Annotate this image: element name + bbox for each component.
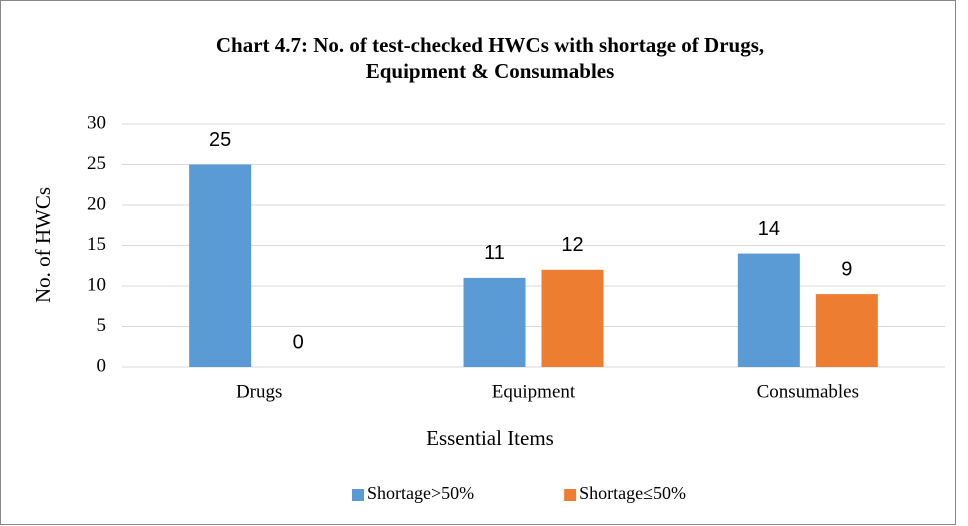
y-tick-label: 20 [87,193,106,214]
legend-label: Shortage≤50% [579,483,686,503]
chart-title: Chart 4.7: No. of test-checked HWCs with… [216,33,764,57]
bar [189,164,252,367]
data-label: 12 [561,234,583,256]
bar [541,269,604,367]
y-tick-label: 25 [87,153,106,174]
y-tick-label: 15 [87,234,106,255]
x-tick-label: Drugs [236,381,282,402]
data-label: 11 [484,242,505,264]
bar [737,253,800,367]
x-axis-label: Essential Items [426,426,554,450]
y-tick-label: 10 [87,274,106,295]
chart-title: Equipment & Consumables [366,59,615,83]
x-tick-label: Equipment [492,381,576,402]
y-tick-label: 0 [97,355,107,376]
legend-swatch [352,489,364,501]
data-label: 0 [293,331,304,353]
y-tick-label: 5 [97,315,107,336]
x-tick-label: Consumables [757,381,859,402]
data-label: 14 [758,218,780,240]
legend-label: Shortage>50% [367,483,474,503]
bar [463,277,526,367]
data-label: 25 [209,129,231,151]
bar [815,294,878,367]
y-axis-label: No. of HWCs [31,187,55,303]
legend-swatch [564,489,577,501]
y-tick-label: 30 [87,112,106,133]
data-label: 9 [841,258,852,280]
